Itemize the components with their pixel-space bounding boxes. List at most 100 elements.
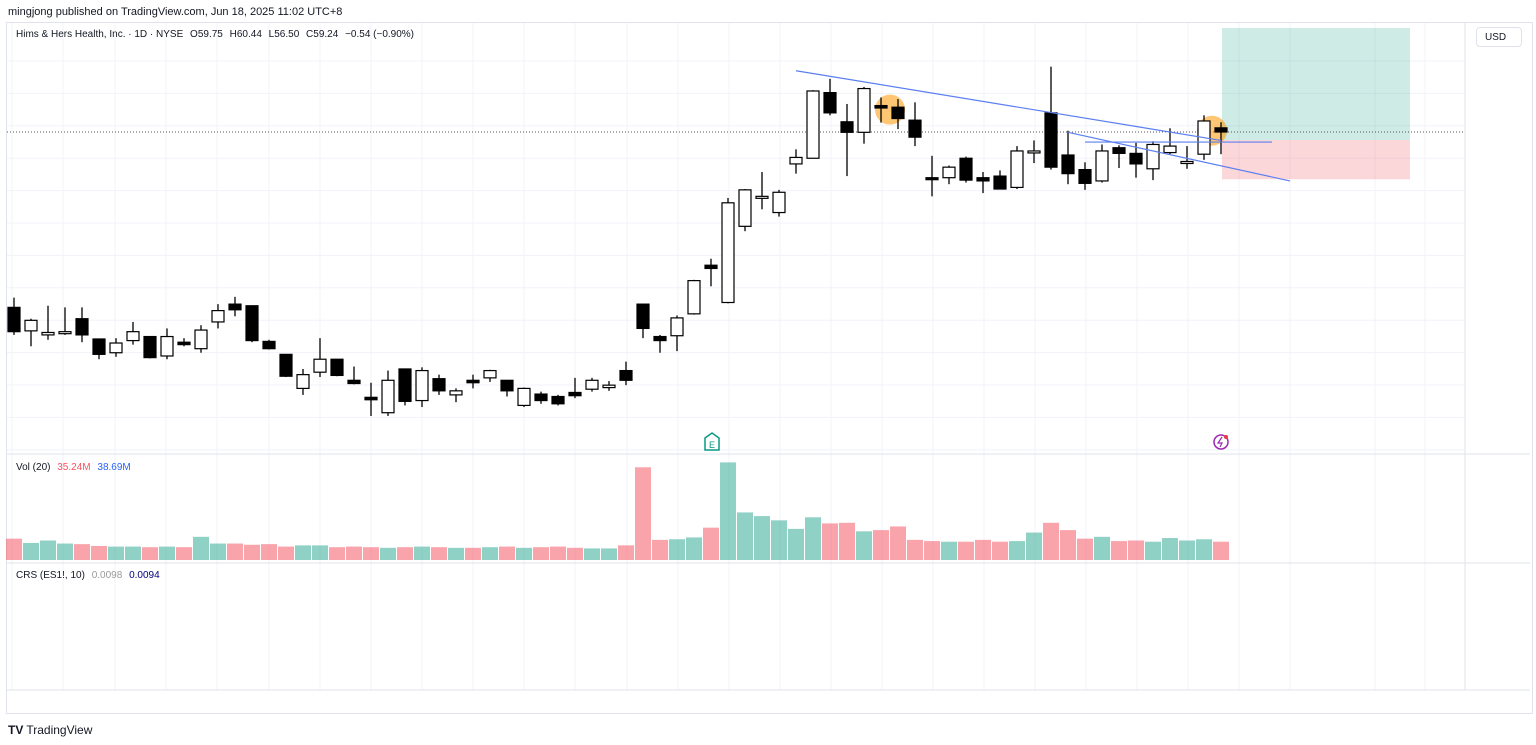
volume-bar (23, 542, 39, 560)
volume-bar (380, 547, 396, 560)
volume-bar (839, 522, 855, 560)
candle-body (1163, 145, 1177, 154)
candle-body (381, 379, 395, 414)
crs-legend: CRS (ES1!, 10) 0.0098 0.0094 (16, 570, 160, 581)
volume-bar (1094, 536, 1110, 560)
volume-bar (295, 545, 311, 560)
volume-bar (261, 544, 277, 560)
volume-bar (329, 547, 345, 560)
volume-bar (975, 539, 991, 560)
candle-body (58, 331, 72, 335)
candle-body (143, 335, 157, 359)
volume-bar (1145, 541, 1161, 560)
candle-body (7, 306, 21, 333)
volume-bar (516, 547, 532, 560)
volume-bar (771, 520, 787, 560)
volume-bar (1179, 540, 1195, 560)
earnings-icon (704, 432, 720, 451)
candle-body (1027, 150, 1041, 154)
volume-bar (533, 547, 549, 560)
volume-bar (805, 517, 821, 560)
volume-bar (465, 547, 481, 560)
high-value: H60.44 (229, 29, 262, 40)
volume-bar (1009, 541, 1025, 560)
volume-bar (1111, 541, 1127, 560)
tradingview-logo-icon: TV (8, 723, 24, 737)
volume-value: 35.24M (57, 462, 91, 473)
profit-zone (1222, 28, 1410, 141)
crs-value: 0.0098 (91, 570, 123, 581)
volume-bar (142, 547, 158, 560)
candle-body (279, 353, 293, 377)
volume-bar (584, 548, 600, 560)
candle-body (602, 384, 616, 389)
chart-frame[interactable] (6, 22, 1533, 714)
candle-body (160, 335, 174, 357)
candle-body (1129, 152, 1143, 165)
volume-bar (414, 546, 430, 560)
crs-title[interactable]: CRS (ES1!, 10) (16, 570, 85, 581)
candle-body (840, 121, 854, 133)
volume-bar (941, 541, 957, 560)
candle-body (262, 340, 276, 350)
volume-bar (890, 526, 906, 560)
candle-body (653, 335, 667, 342)
candle-body (1061, 154, 1075, 175)
volume-bar (74, 544, 90, 560)
volume-bar (1128, 540, 1144, 560)
volume-bar (278, 546, 294, 560)
candle-body (772, 191, 786, 214)
tradingview-brand[interactable]: TV TradingView (8, 723, 92, 737)
candle-body (211, 310, 225, 323)
currency-button[interactable]: USD (1476, 27, 1522, 47)
volume-bar (431, 547, 447, 560)
volume-bar (669, 539, 685, 560)
volume-bar (1043, 522, 1059, 560)
candle-body (891, 106, 905, 120)
volume-bar (992, 541, 1008, 560)
volume-bar (924, 541, 940, 560)
candle-body (806, 90, 820, 159)
volume-bar (448, 547, 464, 560)
candle-body (619, 369, 633, 381)
trend-line (795, 70, 1222, 142)
candle-body (585, 379, 599, 390)
candle-body (670, 317, 684, 337)
volume-bar (159, 546, 175, 560)
volume-bar (397, 547, 413, 560)
candle-body (228, 303, 242, 311)
candle-body (432, 378, 446, 392)
symbol-title[interactable]: Hims & Hers Health, Inc. · 1D · NYSE (16, 29, 184, 40)
candle-body (959, 157, 973, 181)
candle-body (942, 166, 956, 179)
candle-body (925, 177, 939, 181)
candle-body (330, 358, 344, 377)
candle-body (789, 156, 803, 165)
candle-body (517, 387, 531, 407)
volume-bar (499, 546, 515, 560)
volume-bar (856, 531, 872, 560)
candle-body (245, 305, 259, 342)
volume-bar (686, 537, 702, 560)
volume-title[interactable]: Vol (20) (16, 462, 51, 473)
volume-bar (1213, 541, 1229, 560)
volume-bar (1026, 532, 1042, 560)
crs-ma-value: 0.0094 (129, 570, 160, 581)
volume-bar (873, 530, 889, 560)
candle-body (1146, 143, 1160, 170)
volume-bar (907, 539, 923, 560)
volume-bar (737, 512, 753, 560)
symbol-legend: Hims & Hers Health, Inc. · 1D · NYSE O59… (16, 29, 418, 40)
lightning-icon (1216, 436, 1223, 448)
close-value: C59.24 (306, 29, 339, 40)
volume-bar (601, 548, 617, 560)
volume-bar (346, 546, 362, 560)
candle-body (75, 318, 89, 336)
change-value: −0.54 (−0.90%) (345, 29, 415, 40)
candle-body (1078, 168, 1092, 184)
candle-body (177, 341, 191, 346)
volume-bar (108, 546, 124, 560)
volume-bar (244, 544, 260, 560)
candle-body (1112, 147, 1126, 154)
